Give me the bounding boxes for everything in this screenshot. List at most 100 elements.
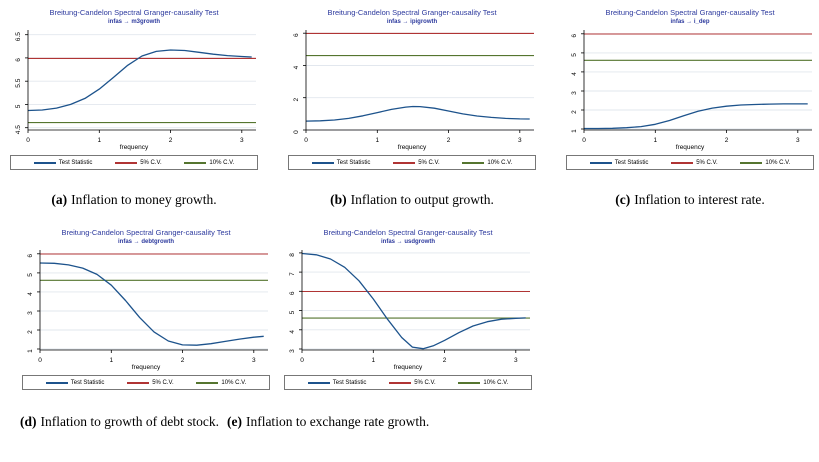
chart-panel-d: Breitung-Candelon Spectral Granger-causa… bbox=[20, 228, 272, 390]
caption-e: (e) Inflation to exchange rate growth. bbox=[227, 414, 429, 430]
legend-label: 10% C.V. bbox=[209, 159, 235, 166]
chart-subtitle: infas → m3growth bbox=[107, 19, 160, 25]
svg-text:0: 0 bbox=[304, 137, 308, 144]
caption-row-1: (a) Inflation to money growth. (b) Inflati… bbox=[0, 192, 819, 208]
legend-label: 10% C.V. bbox=[765, 159, 791, 166]
cv5-line-key bbox=[389, 381, 412, 384]
svg-text:1: 1 bbox=[371, 357, 375, 364]
svg-text:4: 4 bbox=[27, 292, 34, 296]
chart-title: Breitung-Candelon Spectral Granger-causa… bbox=[605, 8, 775, 17]
cv10-line-key bbox=[458, 381, 481, 384]
svg-text:1: 1 bbox=[653, 137, 657, 144]
cv10-line-key bbox=[462, 161, 485, 164]
cv5-line-key bbox=[115, 161, 138, 164]
svg-text:6: 6 bbox=[15, 58, 22, 62]
chart-subtitle: infas → ipigrowth bbox=[386, 19, 438, 25]
svg-text:4: 4 bbox=[293, 65, 300, 69]
chart-title: Breitung-Candelon Spectral Granger-causa… bbox=[327, 8, 497, 17]
legend: Test Statistic 5% C.V. 10% C.V. bbox=[284, 375, 532, 390]
legend-item-test-statistic: Test Statistic bbox=[307, 379, 367, 386]
svg-text:6: 6 bbox=[289, 291, 296, 295]
cv10-line-key bbox=[740, 161, 763, 164]
caption-b: (b) Inflation to output growth. bbox=[286, 192, 538, 208]
svg-text:5: 5 bbox=[289, 310, 296, 314]
x-axis-label: frequency bbox=[397, 144, 427, 151]
legend-item-cv10: 10% C.V. bbox=[184, 160, 234, 166]
chart-subtitle: infas → debtgrowth bbox=[118, 239, 174, 245]
figure-row-2: Breitung-Candelon Spectral Granger-causa… bbox=[0, 228, 819, 390]
legend-label: 5% C.V. bbox=[414, 379, 436, 386]
svg-text:5: 5 bbox=[27, 273, 34, 277]
svg-text:2: 2 bbox=[27, 330, 34, 334]
svg-text:3: 3 bbox=[289, 349, 296, 353]
svg-text:2: 2 bbox=[181, 357, 185, 364]
caption-text: Inflation to money growth. bbox=[71, 192, 217, 207]
cv10-line-key bbox=[196, 381, 219, 384]
svg-text:5: 5 bbox=[571, 53, 578, 57]
legend-label: Test Statistic bbox=[336, 159, 371, 166]
chart-subtitle: infas → i_dep bbox=[670, 19, 710, 25]
legend-label: 5% C.V. bbox=[418, 159, 440, 166]
cv5-line-key bbox=[127, 381, 150, 384]
svg-text:4: 4 bbox=[571, 72, 578, 76]
legend-label: 5% C.V. bbox=[152, 379, 174, 386]
svg-text:0: 0 bbox=[293, 130, 300, 134]
svg-text:4: 4 bbox=[289, 330, 296, 334]
test-statistic-line-key bbox=[311, 161, 334, 164]
svg-text:7: 7 bbox=[289, 272, 296, 276]
x-axis-label: frequency bbox=[119, 144, 149, 151]
svg-text:2: 2 bbox=[293, 98, 300, 102]
caption-label: (c) bbox=[615, 192, 631, 207]
svg-text:2: 2 bbox=[725, 137, 729, 144]
caption-text: Inflation to growth of debt stock. bbox=[40, 414, 219, 429]
plot-area: 4.5 5 5.5 6 6.5 0 1 2 3 bbox=[15, 30, 256, 144]
svg-text:1: 1 bbox=[375, 137, 379, 144]
svg-text:6: 6 bbox=[27, 254, 34, 258]
legend-item-cv5: 5% C.V. bbox=[389, 379, 436, 386]
svg-text:3: 3 bbox=[252, 357, 256, 364]
plot-area: 3 4 5 6 7 8 0 1 2 3 bbox=[289, 250, 530, 364]
caption-text: Inflation to output growth. bbox=[350, 192, 494, 207]
svg-text:1: 1 bbox=[27, 349, 34, 353]
cv5-line-key bbox=[671, 161, 694, 164]
svg-text:0: 0 bbox=[38, 357, 42, 364]
caption-label: (d) bbox=[20, 414, 37, 429]
test-statistic-line-key bbox=[589, 161, 612, 164]
caption-label: (e) bbox=[226, 414, 242, 429]
legend: Test Statistic 5% C.V. 10% C.V. bbox=[10, 155, 258, 170]
legend: Test Statistic 5% C.V. 10% C.V. bbox=[288, 155, 536, 170]
test-statistic-line-key bbox=[45, 381, 68, 384]
svg-text:0: 0 bbox=[26, 137, 30, 144]
chart-title: Breitung-Candelon Spectral Granger-causa… bbox=[49, 8, 219, 17]
x-axis-label: frequency bbox=[393, 364, 423, 371]
legend-label: 10% C.V. bbox=[221, 379, 247, 386]
svg-text:2: 2 bbox=[443, 357, 447, 364]
legend-label: 5% C.V. bbox=[140, 159, 162, 166]
figure-row-1: Breitung-Candelon Spectral Granger-causa… bbox=[0, 8, 819, 170]
svg-text:3: 3 bbox=[571, 91, 578, 95]
legend-label: Test Statistic bbox=[70, 379, 105, 386]
svg-text:2: 2 bbox=[447, 137, 451, 144]
svg-text:2: 2 bbox=[571, 110, 578, 114]
caption-text: Inflation to exchange rate growth. bbox=[245, 414, 430, 429]
svg-text:6: 6 bbox=[571, 34, 578, 38]
legend-item-cv10: 10% C.V. bbox=[740, 160, 790, 166]
svg-text:3: 3 bbox=[514, 357, 518, 364]
svg-text:5.5: 5.5 bbox=[15, 78, 22, 87]
cv10-line-key bbox=[184, 161, 207, 164]
caption-row-2: (d) Inflation to growth of debt stock. (e… bbox=[0, 414, 819, 430]
test-statistic-line-key bbox=[33, 161, 56, 164]
legend-item-test-statistic: Test Statistic bbox=[311, 159, 371, 166]
svg-text:8: 8 bbox=[289, 253, 296, 257]
x-axis-label: frequency bbox=[675, 144, 705, 151]
legend-label: 5% C.V. bbox=[696, 159, 718, 166]
legend-label: Test Statistic bbox=[58, 159, 93, 166]
legend-item-cv5: 5% C.V. bbox=[393, 159, 440, 166]
svg-text:0: 0 bbox=[300, 357, 304, 364]
svg-text:1: 1 bbox=[109, 357, 113, 364]
legend-item-cv5: 5% C.V. bbox=[115, 159, 162, 166]
svg-text:0: 0 bbox=[582, 137, 586, 144]
legend-label: Test Statistic bbox=[332, 379, 367, 386]
legend-item-test-statistic: Test Statistic bbox=[45, 379, 105, 386]
